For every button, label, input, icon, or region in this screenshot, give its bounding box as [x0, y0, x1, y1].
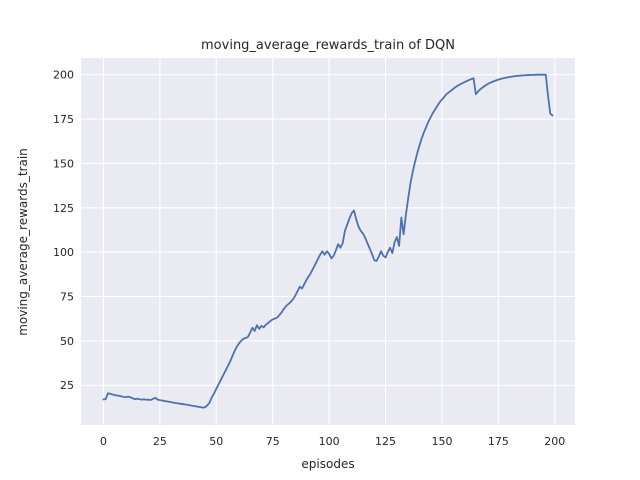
y-tick-label: 50 [60, 335, 74, 348]
y-axis-label: moving_average_rewards_train [16, 148, 30, 336]
y-tick-label: 200 [53, 69, 74, 82]
reward-line-series [102, 73, 554, 409]
y-tick-label: 25 [60, 379, 74, 392]
y-tick-label: 125 [53, 202, 74, 215]
x-tick-label: 125 [375, 435, 396, 448]
tick-labels-group: 0 25 50 75 100 125 150 175 200 25 50 75 100 125 150 175… [53, 69, 565, 448]
series-group [102, 73, 554, 409]
y-tick-label: 175 [53, 113, 74, 126]
y-tick-label: 100 [53, 246, 74, 259]
x-tick-label: 75 [266, 435, 280, 448]
y-tick-label: 75 [60, 291, 74, 304]
x-tick-label: 0 [100, 435, 107, 448]
x-axis-label: episodes [301, 457, 354, 471]
x-tick-label: 175 [488, 435, 509, 448]
x-tick-label: 50 [209, 435, 223, 448]
x-tick-label: 100 [319, 435, 340, 448]
chart-title: moving_average_rewards_train of DQN [201, 38, 455, 53]
x-tick-label: 200 [544, 435, 565, 448]
y-tick-label: 150 [53, 157, 74, 170]
x-tick-label: 25 [153, 435, 167, 448]
plot-area [81, 58, 575, 425]
x-tick-label: 150 [431, 435, 452, 448]
